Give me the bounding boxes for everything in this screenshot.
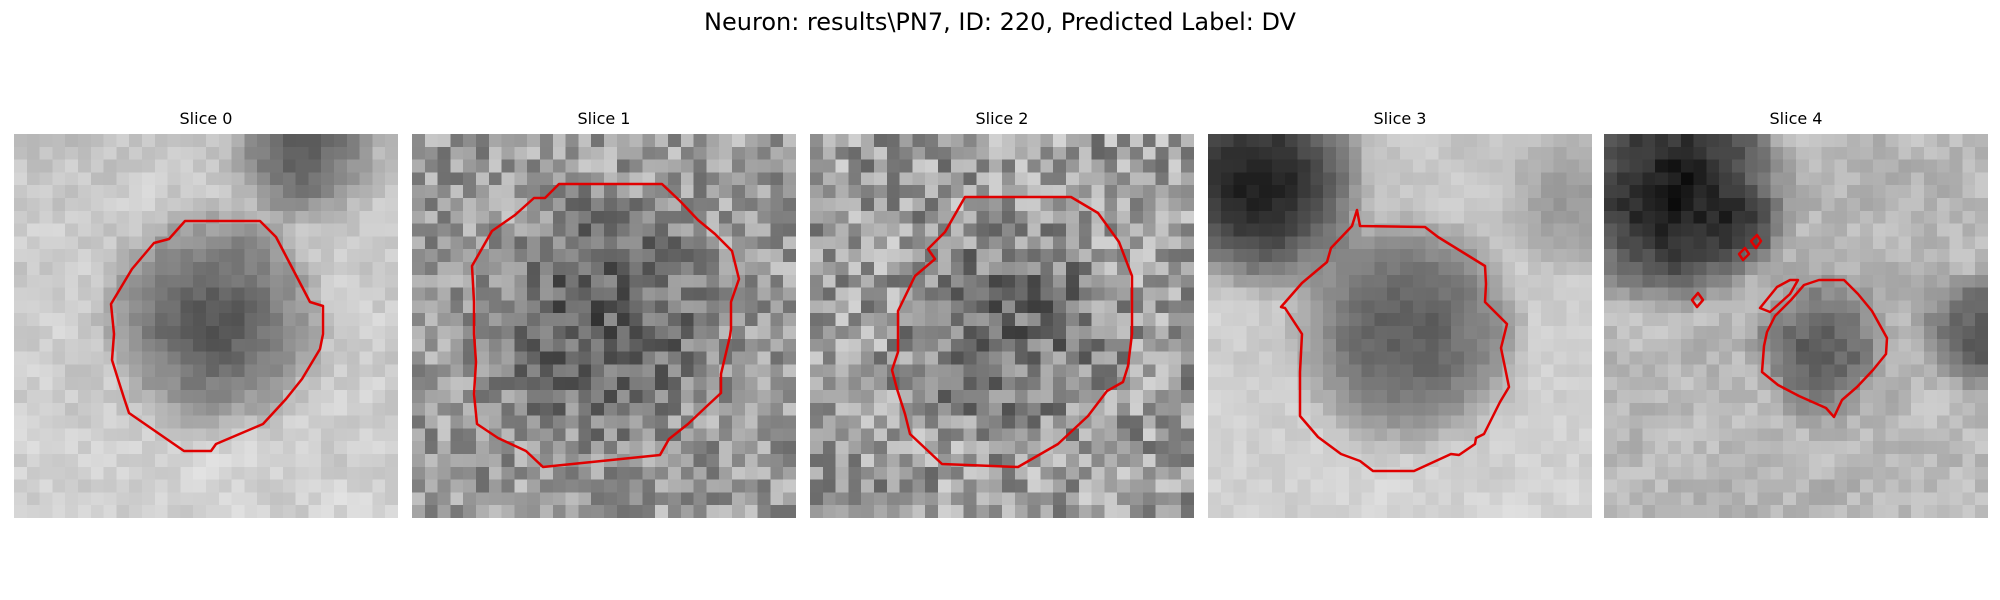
slice-image-0 (14, 134, 398, 518)
segmentation-contour-0-0 (109, 219, 325, 453)
segmentation-contour-4-1 (1690, 291, 1705, 309)
segmentation-contours-0 (109, 219, 325, 453)
segmentation-contours-1 (470, 182, 741, 469)
segmentation-contour-4-3 (1749, 233, 1763, 250)
segmentation-contour-4-0 (1758, 278, 1800, 314)
panel-title-1: Slice 1 (577, 109, 631, 128)
slice-image-3 (1208, 134, 1592, 518)
panel-title-4: Slice 4 (1769, 109, 1823, 128)
figure-title: Neuron: results\PN7, ID: 220, Predicted … (704, 8, 1296, 36)
grayscale-microscopy-slice-4 (1604, 134, 1988, 518)
segmentation-contours-2 (890, 195, 1134, 469)
segmentation-contour-2-0 (890, 195, 1134, 469)
panel-title-2: Slice 2 (975, 109, 1029, 128)
segmentation-contour-4-2 (1737, 246, 1751, 262)
slice-image-2 (810, 134, 1194, 518)
segmentation-contours-3 (1279, 208, 1511, 473)
grayscale-microscopy-slice-3 (1208, 134, 1592, 518)
segmentation-contour-4-4 (1760, 278, 1889, 419)
segmentation-contour-1-0 (470, 182, 741, 469)
slice-image-4 (1604, 134, 1988, 518)
segmentation-contours-4 (1690, 233, 1889, 419)
segmentation-contour-3-0 (1279, 208, 1511, 473)
slice-image-1 (412, 134, 796, 518)
panel-title-0: Slice 0 (179, 109, 233, 128)
grayscale-microscopy-slice-0 (14, 134, 398, 518)
panel-title-3: Slice 3 (1373, 109, 1427, 128)
